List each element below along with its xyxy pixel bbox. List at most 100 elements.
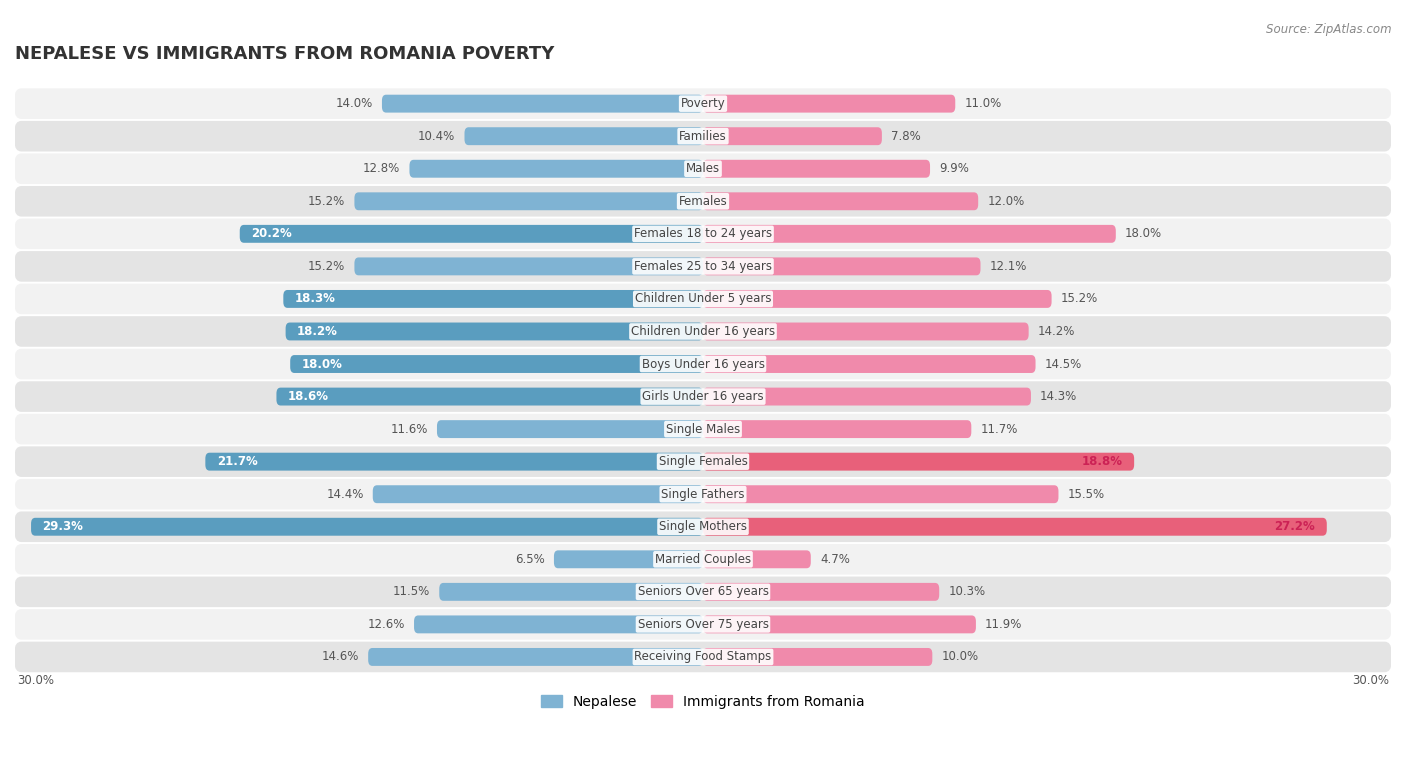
Text: Single Males: Single Males	[666, 423, 740, 436]
FancyBboxPatch shape	[14, 153, 1392, 184]
FancyBboxPatch shape	[703, 193, 979, 210]
Text: 18.0%: 18.0%	[1125, 227, 1163, 240]
Legend: Nepalese, Immigrants from Romania: Nepalese, Immigrants from Romania	[536, 689, 870, 714]
Text: Receiving Food Stamps: Receiving Food Stamps	[634, 650, 772, 663]
Text: Children Under 5 years: Children Under 5 years	[634, 293, 772, 305]
Text: 15.2%: 15.2%	[308, 260, 346, 273]
FancyBboxPatch shape	[31, 518, 703, 536]
FancyBboxPatch shape	[464, 127, 703, 145]
FancyBboxPatch shape	[703, 322, 1029, 340]
FancyBboxPatch shape	[14, 349, 1392, 379]
Text: Seniors Over 65 years: Seniors Over 65 years	[637, 585, 769, 598]
Text: 10.3%: 10.3%	[949, 585, 986, 598]
FancyBboxPatch shape	[284, 290, 703, 308]
FancyBboxPatch shape	[703, 420, 972, 438]
FancyBboxPatch shape	[703, 453, 1135, 471]
FancyBboxPatch shape	[14, 414, 1392, 444]
FancyBboxPatch shape	[703, 615, 976, 634]
FancyBboxPatch shape	[703, 550, 811, 568]
Text: 18.2%: 18.2%	[297, 325, 337, 338]
Text: Married Couples: Married Couples	[655, 553, 751, 565]
FancyBboxPatch shape	[554, 550, 703, 568]
FancyBboxPatch shape	[703, 225, 1116, 243]
Text: Girls Under 16 years: Girls Under 16 years	[643, 390, 763, 403]
FancyBboxPatch shape	[14, 121, 1392, 152]
Text: 29.3%: 29.3%	[42, 520, 83, 534]
FancyBboxPatch shape	[703, 290, 1052, 308]
FancyBboxPatch shape	[14, 316, 1392, 346]
Text: Seniors Over 75 years: Seniors Over 75 years	[637, 618, 769, 631]
Text: 18.6%: 18.6%	[288, 390, 329, 403]
FancyBboxPatch shape	[14, 186, 1392, 217]
Text: NEPALESE VS IMMIGRANTS FROM ROMANIA POVERTY: NEPALESE VS IMMIGRANTS FROM ROMANIA POVE…	[15, 45, 554, 64]
FancyBboxPatch shape	[368, 648, 703, 666]
FancyBboxPatch shape	[703, 127, 882, 145]
FancyBboxPatch shape	[285, 322, 703, 340]
Text: 21.7%: 21.7%	[217, 455, 257, 468]
FancyBboxPatch shape	[703, 355, 1036, 373]
Text: Boys Under 16 years: Boys Under 16 years	[641, 358, 765, 371]
FancyBboxPatch shape	[14, 577, 1392, 607]
FancyBboxPatch shape	[703, 258, 980, 275]
Text: Females 25 to 34 years: Females 25 to 34 years	[634, 260, 772, 273]
Text: 18.8%: 18.8%	[1081, 455, 1122, 468]
Text: 14.0%: 14.0%	[336, 97, 373, 110]
Text: 10.4%: 10.4%	[418, 130, 456, 143]
Text: 14.5%: 14.5%	[1045, 358, 1083, 371]
Text: 12.6%: 12.6%	[367, 618, 405, 631]
FancyBboxPatch shape	[703, 485, 1059, 503]
FancyBboxPatch shape	[14, 251, 1392, 282]
FancyBboxPatch shape	[14, 512, 1392, 542]
FancyBboxPatch shape	[354, 258, 703, 275]
Text: Females 18 to 24 years: Females 18 to 24 years	[634, 227, 772, 240]
Text: Source: ZipAtlas.com: Source: ZipAtlas.com	[1267, 23, 1392, 36]
FancyBboxPatch shape	[14, 283, 1392, 315]
FancyBboxPatch shape	[14, 218, 1392, 249]
Text: 30.0%: 30.0%	[17, 674, 55, 687]
Text: Poverty: Poverty	[681, 97, 725, 110]
Text: 10.0%: 10.0%	[942, 650, 979, 663]
FancyBboxPatch shape	[240, 225, 703, 243]
Text: 9.9%: 9.9%	[939, 162, 969, 175]
Text: 15.2%: 15.2%	[308, 195, 346, 208]
FancyBboxPatch shape	[277, 387, 703, 406]
Text: 4.7%: 4.7%	[820, 553, 849, 565]
FancyBboxPatch shape	[703, 160, 929, 177]
Text: 11.0%: 11.0%	[965, 97, 1001, 110]
FancyBboxPatch shape	[703, 583, 939, 601]
FancyBboxPatch shape	[14, 609, 1392, 640]
Text: 30.0%: 30.0%	[1351, 674, 1389, 687]
Text: 14.2%: 14.2%	[1038, 325, 1076, 338]
FancyBboxPatch shape	[703, 95, 955, 113]
FancyBboxPatch shape	[14, 381, 1392, 412]
FancyBboxPatch shape	[14, 89, 1392, 119]
Text: 6.5%: 6.5%	[515, 553, 544, 565]
FancyBboxPatch shape	[14, 446, 1392, 477]
Text: Single Mothers: Single Mothers	[659, 520, 747, 534]
FancyBboxPatch shape	[703, 387, 1031, 406]
FancyBboxPatch shape	[373, 485, 703, 503]
Text: 12.1%: 12.1%	[990, 260, 1026, 273]
FancyBboxPatch shape	[290, 355, 703, 373]
FancyBboxPatch shape	[703, 518, 1327, 536]
Text: 15.5%: 15.5%	[1067, 487, 1105, 501]
Text: 14.3%: 14.3%	[1040, 390, 1077, 403]
FancyBboxPatch shape	[437, 420, 703, 438]
FancyBboxPatch shape	[14, 544, 1392, 575]
Text: Females: Females	[679, 195, 727, 208]
FancyBboxPatch shape	[382, 95, 703, 113]
Text: Families: Families	[679, 130, 727, 143]
FancyBboxPatch shape	[703, 648, 932, 666]
Text: 11.9%: 11.9%	[986, 618, 1022, 631]
FancyBboxPatch shape	[439, 583, 703, 601]
Text: 11.7%: 11.7%	[980, 423, 1018, 436]
FancyBboxPatch shape	[409, 160, 703, 177]
FancyBboxPatch shape	[354, 193, 703, 210]
Text: 11.5%: 11.5%	[392, 585, 430, 598]
FancyBboxPatch shape	[205, 453, 703, 471]
Text: 12.0%: 12.0%	[987, 195, 1025, 208]
Text: Single Females: Single Females	[658, 455, 748, 468]
FancyBboxPatch shape	[14, 479, 1392, 509]
Text: Children Under 16 years: Children Under 16 years	[631, 325, 775, 338]
Text: 11.6%: 11.6%	[391, 423, 427, 436]
